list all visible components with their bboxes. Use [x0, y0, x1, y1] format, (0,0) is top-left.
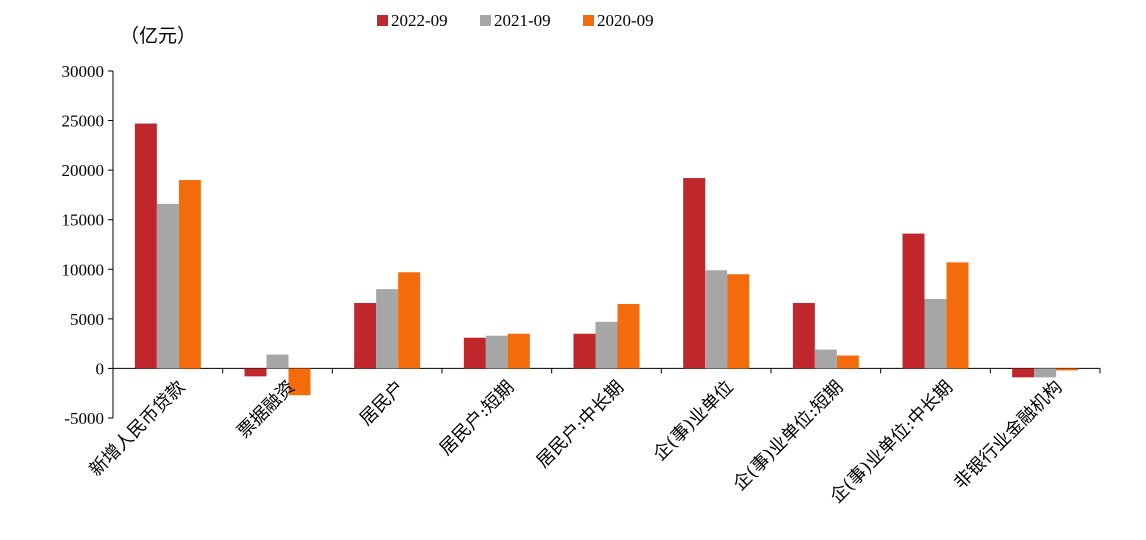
x-tick-label: 企(事)业单位:中长期 — [826, 377, 957, 508]
x-tick-label: 企(事)业单位:短期 — [729, 377, 847, 495]
x-tick-label: 企(事)业单位 — [649, 377, 737, 465]
bar-2021-09-8 — [1034, 368, 1057, 378]
bar-2020-09-6 — [836, 355, 859, 369]
bar-2020-09-4 — [617, 303, 640, 369]
x-tick-label: 非银行业金融机构 — [950, 377, 1067, 494]
bar-2020-09-7 — [946, 262, 969, 369]
legend-swatch-2022-09 — [377, 15, 388, 26]
bar-2021-09-5 — [705, 270, 728, 369]
legend-swatch-2021-09 — [480, 15, 491, 26]
bar-2022-09-7 — [902, 233, 925, 369]
bar-2020-09-0 — [178, 180, 201, 369]
y-tick-label: 5000 — [70, 310, 104, 329]
bar-2020-09-1 — [288, 368, 311, 396]
bar-2021-09-6 — [814, 349, 837, 369]
bar-2022-09-0 — [134, 123, 157, 369]
y-tick-label: 10000 — [62, 260, 105, 279]
legend-swatch-2020-09 — [583, 15, 594, 26]
bar-2022-09-6 — [792, 302, 815, 369]
legend-label-2020-09: 2020-09 — [597, 11, 654, 30]
bar-2021-09-1 — [266, 354, 289, 369]
x-tick-label: 票据融资 — [233, 377, 299, 443]
bar-2021-09-0 — [156, 203, 179, 369]
y-tick-label: 0 — [96, 359, 105, 378]
bar-2021-09-2 — [376, 289, 399, 369]
x-tick-label: 居民户:中长期 — [533, 377, 629, 473]
x-tick-label: 居民户:短期 — [436, 377, 519, 460]
x-tick-label: 居民户 — [356, 377, 409, 430]
bar-2022-09-5 — [683, 178, 706, 369]
bar-2021-09-4 — [595, 321, 618, 369]
y-tick-label: 25000 — [62, 112, 105, 131]
bar-2020-09-5 — [727, 274, 750, 369]
bar-2022-09-3 — [463, 337, 486, 369]
legend-label-2021-09: 2021-09 — [494, 11, 551, 30]
legend: 2022-09 2021-09 2020-09 — [377, 11, 654, 30]
bar-2021-09-7 — [924, 299, 947, 369]
axes: 30000 25000 20000 15000 10000 5000 0 -5000 — [62, 62, 1101, 428]
bar-2020-09-3 — [507, 333, 530, 369]
y-tick-label: 20000 — [62, 161, 105, 180]
bar-2020-09-8 — [1056, 368, 1079, 371]
bar-2022-09-8 — [1012, 368, 1035, 378]
bar-2021-09-3 — [485, 335, 508, 369]
category-labels: 新增人民币贷款 票据融资 居民户 居民户:短期 居民户:中长期 企(事)业单位企(事)业单… — [85, 377, 1066, 508]
bar-2020-09-2 — [398, 272, 421, 369]
bars — [134, 123, 1079, 396]
x-tick-label: 新增人民币贷款 — [85, 377, 189, 481]
unit-label: （亿元） — [120, 25, 196, 47]
bar-2022-09-2 — [354, 302, 377, 369]
y-tick-label: 15000 — [62, 211, 105, 230]
legend-label-2022-09: 2022-09 — [391, 11, 448, 30]
bar-2022-09-4 — [573, 333, 596, 369]
bar-2022-09-1 — [244, 368, 267, 377]
y-tick-label: 30000 — [62, 62, 105, 81]
y-tick-label: -5000 — [64, 409, 104, 428]
